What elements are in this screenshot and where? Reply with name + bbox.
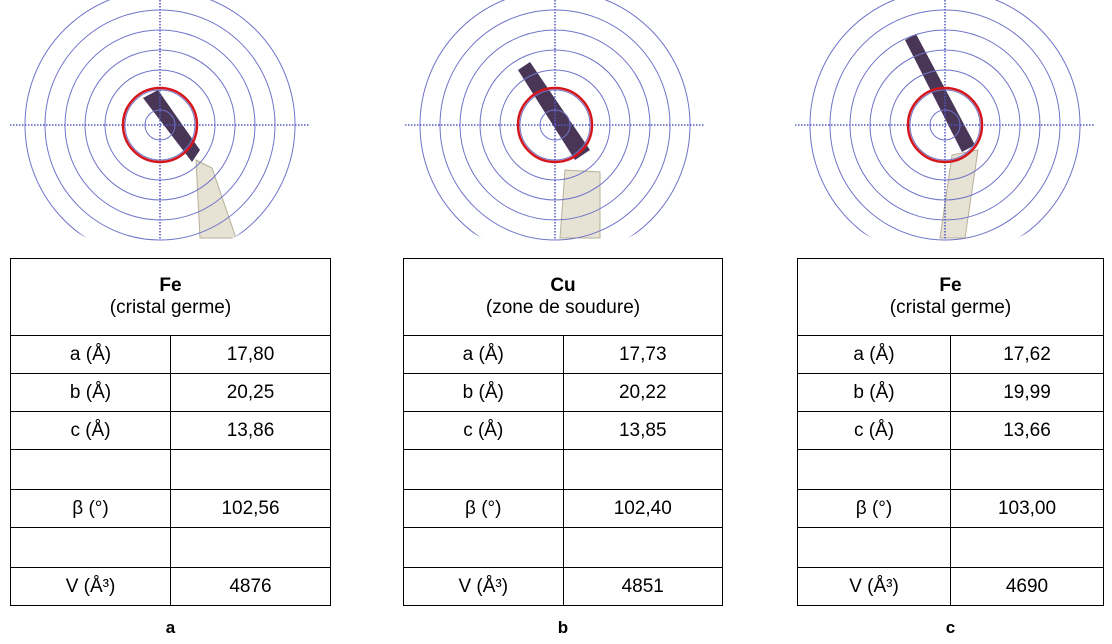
param-value: 17,80 (170, 335, 331, 374)
param-value: 13,85 (562, 411, 723, 450)
param-value: 19,99 (950, 373, 1104, 412)
empty-row (10, 527, 331, 568)
empty-cell (562, 449, 723, 490)
param-row: β (°) 102,40 (403, 489, 723, 528)
empty-cell (170, 449, 331, 490)
empty-cell (562, 527, 723, 568)
param-label: c (Å) (797, 411, 951, 450)
param-label: a (Å) (10, 335, 171, 374)
header-row: Fe (cristal germe) (10, 258, 331, 336)
empty-row (10, 449, 331, 490)
param-value: 13,86 (170, 411, 331, 450)
param-value: 102,40 (562, 489, 723, 528)
param-label: c (Å) (10, 411, 171, 450)
param-row: V (Å³) 4876 (10, 567, 331, 606)
param-row: a (Å) 17,73 (403, 335, 723, 374)
param-value: 103,00 (950, 489, 1104, 528)
empty-row (797, 527, 1104, 568)
reticle (795, 0, 1095, 250)
crystal (905, 34, 975, 152)
element: Fe (159, 275, 182, 296)
param-row: V (Å³) 4851 (403, 567, 723, 606)
param-row: β (°) 102,56 (10, 489, 331, 528)
empty-cell (797, 449, 951, 490)
param-row: c (Å) 13,66 (797, 411, 1104, 450)
param-row: b (Å) 20,25 (10, 373, 331, 412)
param-value: 4851 (562, 567, 723, 606)
target-circle (121, 86, 199, 164)
param-label: β (°) (403, 489, 564, 528)
target-circle (516, 86, 594, 164)
empty-row (797, 449, 1104, 490)
empty-cell (403, 527, 564, 568)
param-row: b (Å) 19,99 (797, 373, 1104, 412)
header-row: Fe (cristal germe) (797, 258, 1104, 336)
region: (cristal germe) (109, 297, 232, 318)
lattice-table: Fe (cristal germe) a (Å) 17,62 b (Å) 19,99 c (… (797, 258, 1104, 606)
param-value: 4876 (170, 567, 331, 606)
empty-cell (797, 527, 951, 568)
reticle (405, 0, 705, 250)
panel-caption: c (945, 618, 956, 637)
param-row: b (Å) 20,22 (403, 373, 723, 412)
empty-row (403, 527, 723, 568)
param-label: a (Å) (403, 335, 564, 374)
param-label: β (°) (10, 489, 171, 528)
empty-cell (10, 449, 171, 490)
reticle (10, 0, 310, 250)
table-header: Cu (zone de soudure) (403, 258, 723, 336)
crystal (143, 90, 200, 162)
panel-caption: a (165, 618, 176, 637)
empty-cell (950, 449, 1104, 490)
element: Cu (550, 275, 576, 296)
table-header: Fe (cristal germe) (797, 258, 1104, 336)
param-row: a (Å) 17,80 (10, 335, 331, 374)
param-row: β (°) 103,00 (797, 489, 1104, 528)
param-value: 102,56 (170, 489, 331, 528)
empty-row (403, 449, 723, 490)
region: (zone de soudure) (485, 297, 641, 318)
empty-cell (950, 527, 1104, 568)
param-value: 17,62 (950, 335, 1104, 374)
param-row: c (Å) 13,85 (403, 411, 723, 450)
panel-caption: b (557, 618, 569, 637)
region: (cristal germe) (889, 297, 1012, 318)
empty-cell (170, 527, 331, 568)
param-label: b (Å) (797, 373, 951, 412)
crystal-images (10, 0, 1095, 250)
empty-cell (403, 449, 564, 490)
lattice-table: Fe (cristal germe) a (Å) 17,80 b (Å) 20,25 c (… (10, 258, 331, 606)
param-value: 4690 (950, 567, 1104, 606)
param-value: 17,73 (562, 335, 723, 374)
lattice-table: Cu (zone de soudure) a (Å) 17,73 b (Å) 20,22 c… (403, 258, 723, 606)
param-label: b (Å) (10, 373, 171, 412)
param-label: V (Å³) (10, 567, 171, 606)
table-header: Fe (cristal germe) (10, 258, 331, 336)
param-label: a (Å) (797, 335, 951, 374)
target-circle (906, 86, 984, 164)
crystal-base (559, 169, 601, 239)
param-label: b (Å) (403, 373, 564, 412)
param-value: 20,22 (562, 373, 723, 412)
param-row: c (Å) 13,86 (10, 411, 331, 450)
empty-cell (10, 527, 171, 568)
param-label: c (Å) (403, 411, 564, 450)
header-row: Cu (zone de soudure) (403, 258, 723, 336)
param-value: 13,66 (950, 411, 1104, 450)
element: Fe (939, 275, 962, 296)
crystal (518, 62, 590, 160)
param-label: V (Å³) (797, 567, 951, 606)
param-label: V (Å³) (403, 567, 564, 606)
param-label: β (°) (797, 489, 951, 528)
param-value: 20,25 (170, 373, 331, 412)
param-row: a (Å) 17,62 (797, 335, 1104, 374)
param-row: V (Å³) 4690 (797, 567, 1104, 606)
